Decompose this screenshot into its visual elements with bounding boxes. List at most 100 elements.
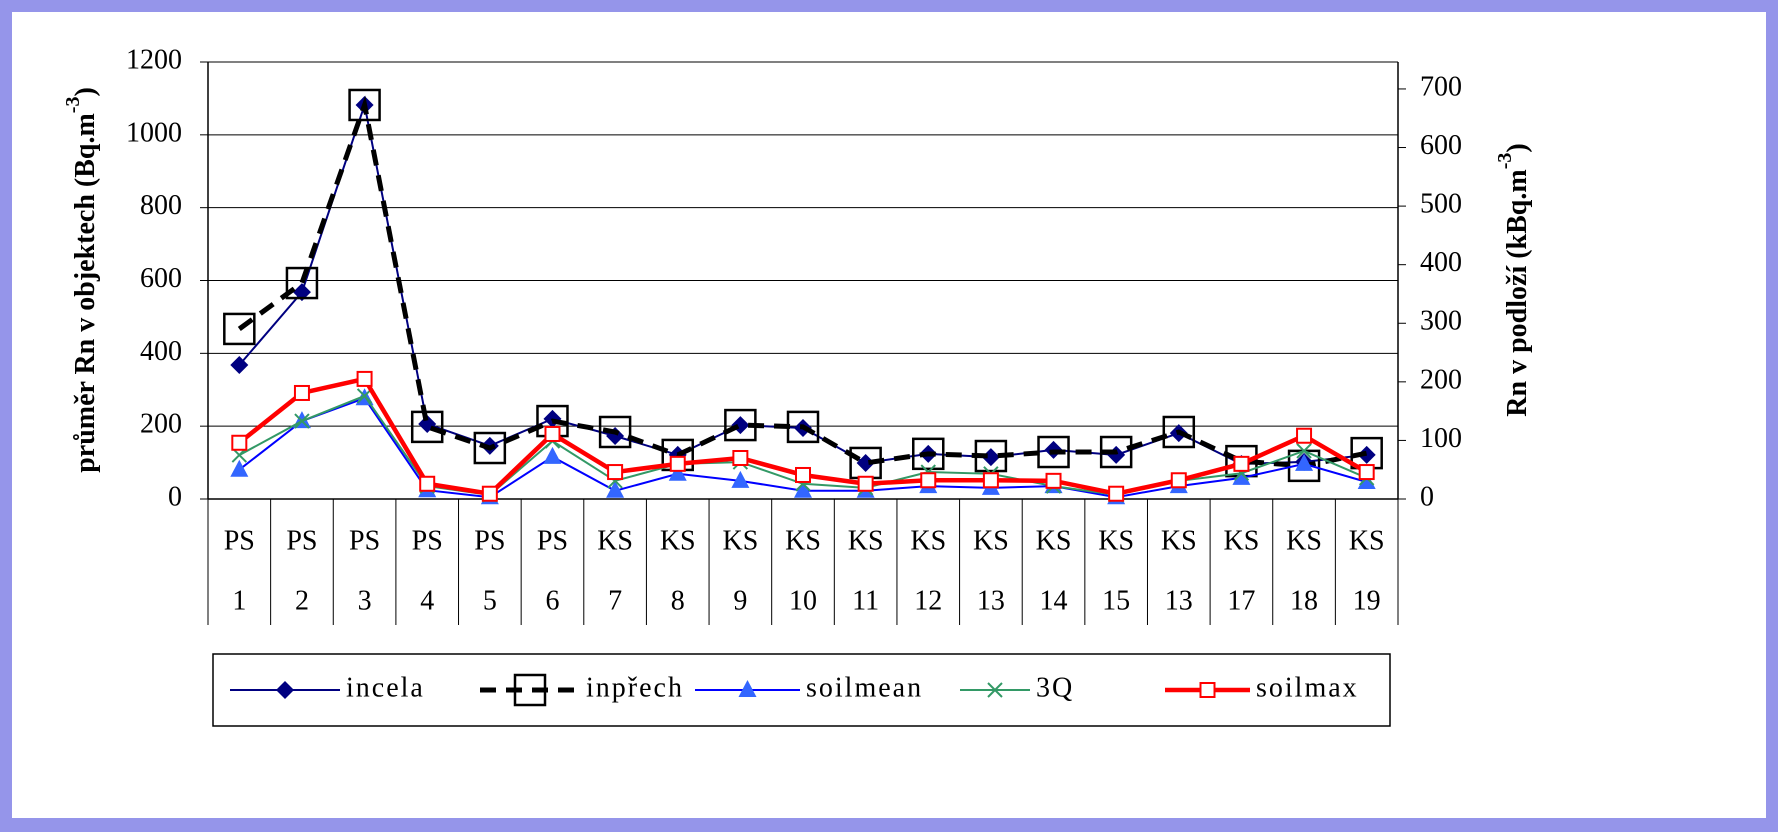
x-tick-number: 18 [1290, 585, 1318, 616]
x-tick-number: 15 [1102, 585, 1130, 616]
x-tick-number: 4 [420, 585, 434, 616]
y-tick-label: 800 [140, 190, 182, 221]
legend-label: inpřech [586, 672, 684, 703]
marker [1296, 427, 1313, 444]
y2-tick-label: 0 [1420, 481, 1434, 512]
x-tick-label: KS [1224, 525, 1260, 556]
y2-tick-label: 700 [1420, 71, 1462, 102]
x-tick-label: PS [412, 525, 443, 556]
y-tick-label: 1200 [126, 44, 182, 75]
marker [607, 464, 624, 481]
marker [1099, 435, 1133, 469]
marker [668, 463, 687, 481]
y-axis-label: průměr Rn v objektech (Bq.m-3) [62, 87, 102, 473]
x-tick-number: 3 [358, 585, 372, 616]
x-tick-label: KS [785, 525, 821, 556]
marker [231, 434, 248, 451]
x-tick-label: KS [597, 525, 633, 556]
marker [857, 475, 874, 492]
x-tick-label: KS [1036, 525, 1072, 556]
marker [598, 415, 632, 449]
x-tick-number: 5 [483, 585, 497, 616]
marker [356, 370, 373, 387]
y2-tick-label: 200 [1420, 364, 1462, 395]
x-tick-number: 1 [232, 585, 246, 616]
marker [285, 266, 319, 300]
legend-marker [987, 682, 1003, 698]
y2-label-end: ) [1502, 143, 1533, 152]
x-tick-number: 6 [545, 585, 559, 616]
marker [294, 413, 310, 429]
x-tick-number: 17 [1227, 585, 1255, 616]
marker [920, 472, 937, 489]
x-tick-number: 19 [1353, 585, 1381, 616]
x-tick-label: KS [1349, 525, 1385, 556]
marker [1108, 485, 1125, 502]
y2-tick-label: 300 [1420, 306, 1462, 337]
marker [1295, 453, 1314, 471]
x-tick-label: KS [660, 525, 696, 556]
marker [856, 453, 875, 472]
legend-marker [513, 673, 547, 707]
marker [1045, 472, 1062, 489]
y-label-text: průměr Rn v objektech (Bq.m [70, 113, 101, 473]
y-tick-label: 0 [168, 481, 182, 512]
marker [1232, 467, 1251, 485]
x-tick-label: KS [1286, 525, 1322, 556]
x-tick-label: KS [973, 525, 1009, 556]
x-tick-label: PS [349, 525, 380, 556]
y-tick-label: 400 [140, 336, 182, 367]
x-tick-label: KS [848, 525, 884, 556]
marker [1170, 472, 1187, 489]
y-tick-label: 200 [140, 409, 182, 440]
x-tick-label: KS [910, 525, 946, 556]
x-tick-number: 8 [671, 585, 685, 616]
marker [1358, 464, 1375, 481]
marker [230, 459, 249, 477]
legend-label: soilmean [806, 672, 923, 703]
legend-marker [1199, 682, 1216, 698]
x-tick-number: 13 [1165, 585, 1193, 616]
marker [724, 408, 757, 442]
x-tick-label: KS [1161, 525, 1197, 556]
x-tick-label: KS [1098, 525, 1134, 556]
x-tick-label: PS [537, 525, 568, 556]
marker [731, 470, 750, 488]
x-tick-number: 13 [977, 585, 1005, 616]
x-tick-number: 10 [789, 585, 817, 616]
y-label-sup: -3 [62, 97, 84, 114]
marker [1162, 415, 1196, 449]
marker [293, 384, 310, 401]
series-line [237, 95, 1368, 469]
marker [230, 355, 249, 374]
marker [786, 410, 820, 444]
legend-label: soilmax [1256, 672, 1359, 703]
y-tick-label: 600 [140, 263, 182, 294]
x-tick-label: PS [474, 525, 505, 556]
x-tick-number: 2 [295, 585, 309, 616]
y-label-end: ) [70, 87, 101, 96]
x-tick-label: PS [224, 525, 255, 556]
y-tick-label: 1000 [126, 117, 182, 148]
x-tick-number: 9 [733, 585, 747, 616]
marker [1357, 472, 1376, 490]
y2-tick-label: 500 [1420, 189, 1462, 220]
marker [794, 480, 812, 498]
marker [481, 485, 498, 502]
marker [981, 448, 1000, 467]
marker [795, 466, 811, 483]
marker [1037, 435, 1070, 469]
x-tick-number: 7 [608, 585, 622, 616]
x-tick-label: PS [286, 525, 317, 556]
marker [356, 388, 373, 404]
marker [1296, 443, 1312, 459]
y2-label-sup: -3 [1494, 153, 1516, 170]
marker [912, 437, 945, 471]
marker [974, 439, 1008, 473]
marker [543, 446, 562, 464]
marker [419, 475, 436, 492]
x-tick-number: 11 [852, 585, 879, 616]
marker [410, 410, 444, 444]
